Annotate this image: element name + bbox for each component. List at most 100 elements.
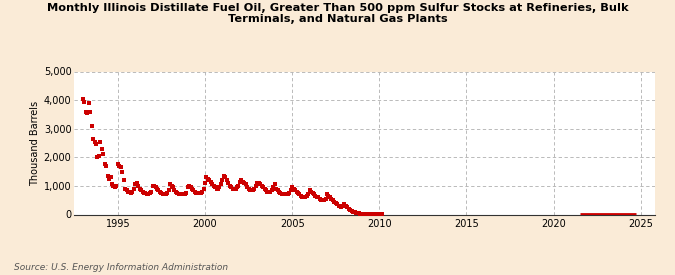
Point <box>136 188 146 192</box>
Point <box>356 211 367 216</box>
Point <box>152 186 163 191</box>
Point <box>364 212 375 216</box>
Point <box>223 181 234 185</box>
Point <box>373 212 383 216</box>
Point <box>249 186 260 191</box>
Point <box>352 211 363 215</box>
Point <box>198 186 209 191</box>
Point <box>265 189 276 194</box>
Point <box>163 188 174 192</box>
Point <box>297 195 308 200</box>
Point <box>246 188 257 192</box>
Point <box>121 188 132 192</box>
Point <box>281 192 292 197</box>
Point <box>192 191 203 195</box>
Point <box>85 110 96 114</box>
Point <box>117 169 128 174</box>
Point <box>335 204 346 209</box>
Point <box>217 178 228 182</box>
Point <box>88 136 99 141</box>
Point <box>175 192 186 197</box>
Point <box>146 189 157 194</box>
Point <box>221 178 232 182</box>
Point <box>213 186 223 191</box>
Y-axis label: Thousand Barrels: Thousand Barrels <box>30 100 40 186</box>
Point <box>153 188 164 192</box>
Point <box>367 212 377 216</box>
Point <box>157 192 168 197</box>
Point <box>361 212 372 216</box>
Point <box>272 188 283 192</box>
Point <box>188 188 198 192</box>
Point <box>159 192 170 197</box>
Point <box>205 179 216 184</box>
Point <box>162 191 173 195</box>
Point <box>178 192 188 197</box>
Point <box>269 182 280 187</box>
Point <box>104 177 115 181</box>
Point <box>258 185 269 189</box>
Point <box>315 197 325 201</box>
Point <box>348 210 358 214</box>
Point <box>316 198 327 202</box>
Point <box>138 191 149 195</box>
Point <box>195 191 206 195</box>
Point <box>377 212 387 217</box>
Point <box>90 142 101 147</box>
Point <box>111 184 122 188</box>
Point <box>209 184 219 188</box>
Point <box>290 188 300 192</box>
Point <box>261 188 271 192</box>
Point <box>229 186 240 191</box>
Point <box>80 110 91 114</box>
Point <box>184 184 194 188</box>
Point <box>166 184 177 188</box>
Point <box>360 212 371 216</box>
Point <box>277 192 288 197</box>
Point <box>291 189 302 194</box>
Point <box>191 191 202 195</box>
Point <box>336 205 347 209</box>
Point <box>288 186 299 191</box>
Point <box>123 189 134 194</box>
Point <box>313 195 324 200</box>
Point <box>155 189 165 194</box>
Point <box>133 184 144 188</box>
Point <box>201 175 212 180</box>
Point <box>134 186 145 191</box>
Point <box>169 188 180 192</box>
Point <box>298 195 309 200</box>
Point <box>128 186 139 191</box>
Point <box>215 182 226 187</box>
Point <box>267 188 277 192</box>
Point <box>118 178 129 182</box>
Point <box>349 210 360 214</box>
Point <box>148 184 159 188</box>
Point <box>362 212 373 216</box>
Point <box>253 181 264 185</box>
Point <box>304 188 315 192</box>
Point <box>287 185 298 189</box>
Point <box>232 185 242 189</box>
Point <box>284 191 294 195</box>
Point <box>101 164 111 168</box>
Point <box>202 177 213 181</box>
Point <box>126 191 136 195</box>
Point <box>374 212 385 216</box>
Point <box>306 189 317 194</box>
Point <box>214 185 225 189</box>
Point <box>354 211 364 216</box>
Point <box>140 191 151 195</box>
Point <box>156 191 167 195</box>
Point <box>333 204 344 208</box>
Point <box>83 101 94 105</box>
Point <box>317 198 328 202</box>
Point <box>303 192 314 197</box>
Point <box>185 185 196 189</box>
Point <box>92 155 103 160</box>
Point <box>142 192 153 197</box>
Point <box>194 191 205 195</box>
Point <box>248 188 259 192</box>
Point <box>273 189 284 194</box>
Point <box>82 111 92 115</box>
